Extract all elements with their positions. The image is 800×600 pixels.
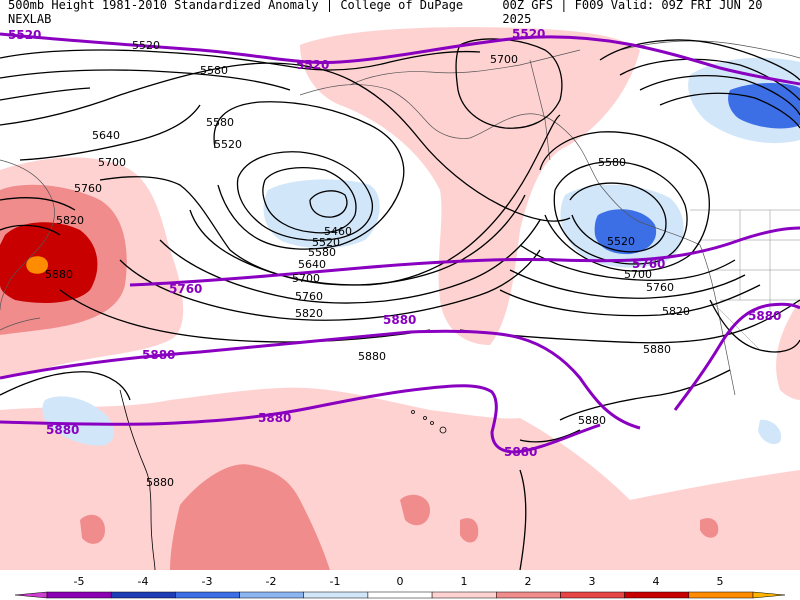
contour-label: 5880 [578, 414, 606, 427]
contour-label: 5880 [258, 411, 291, 425]
contour-label: 5580 [206, 116, 234, 129]
contour-label: 5520 [214, 138, 242, 151]
colorbar-swatch [46, 591, 112, 599]
key-contour-labels: 5520 5520 5520 5760 5760 5880 5880 5880 … [8, 27, 781, 459]
contour-label: 5700 [624, 268, 652, 281]
contour-label: 5460 [324, 225, 352, 238]
colorbar-tick-label: -1 [330, 575, 341, 588]
dateline-border [119, 389, 156, 570]
political-borders [690, 209, 800, 351]
contour-label: 5880 [504, 445, 537, 459]
colorbar-labels: -5 -4 -3 -2 -1 0 1 2 3 4 5 [74, 575, 724, 588]
contour-label: 5580 [308, 246, 336, 259]
colorbar-swatch [239, 591, 304, 599]
contour-label: 5700 [490, 53, 518, 66]
contour-label: 5760 [295, 290, 323, 303]
contour-label: 5520 [132, 39, 160, 52]
key-height-contours [0, 32, 800, 454]
contour-label: 5880 [383, 313, 416, 327]
contour-label: 5520 [607, 235, 635, 248]
colorbar-tick-label: 4 [653, 575, 660, 588]
contour-label: 5880 [142, 348, 175, 362]
contour-label: 5760 [646, 281, 674, 294]
contour-label: 5520 [8, 28, 41, 42]
colorbar-tick-label: 2 [525, 575, 532, 588]
contour-label: 5760 [74, 182, 102, 195]
colorbar-swatches [14, 591, 786, 599]
colorbar-swatch [110, 591, 176, 599]
colorbar-end-low [14, 591, 48, 599]
colorbar-swatch [367, 591, 433, 599]
colorbar-end-high [752, 591, 786, 599]
colorbar-swatch [624, 591, 690, 599]
anomaly-colorbar: -5 -4 -3 -2 -1 0 1 2 3 4 5 [14, 575, 786, 599]
contour-label: 5880 [643, 343, 671, 356]
contour-label: 5820 [56, 214, 84, 227]
black-contour-labels: 5520 5580 5640 5700 5760 5820 5880 5580 … [45, 39, 690, 489]
model-run-info: 00Z GFS | F009 Valid: 09Z FRI JUN 20 202… [502, 0, 763, 26]
colorbar-swatch [496, 591, 561, 599]
contour-label: 5880 [46, 423, 79, 437]
colorbar-tick-label: 3 [589, 575, 596, 588]
colorbar-swatch [688, 591, 754, 599]
colorbar-swatch [431, 591, 497, 599]
contour-label: 5580 [200, 64, 228, 77]
contour-label: 5520 [512, 27, 545, 41]
height-contours [0, 38, 800, 570]
contour-label: 5820 [295, 307, 323, 320]
contour-label: 5880 [146, 476, 174, 489]
colorbar-tick-label: 5 [717, 575, 724, 588]
colorbar-tick-label: 0 [397, 575, 404, 588]
contour-label: 5520 [312, 236, 340, 249]
colorbar-tick-label: 1 [461, 575, 468, 588]
hawaii-islands [411, 410, 447, 434]
contour-label: 5700 [292, 272, 320, 285]
contour-label: 5880 [748, 309, 781, 323]
coastlines [0, 40, 800, 396]
map-title: 500mb Height 1981-2010 Standardized Anom… [8, 0, 464, 26]
contour-label: 5520 [296, 58, 329, 72]
colorbar-tick-label: -3 [202, 575, 213, 588]
contour-label: 5760 [632, 257, 665, 271]
positive-anomaly-extreme [26, 256, 48, 274]
colorbar-swatch [175, 591, 240, 599]
negative-anomaly-strong [594, 83, 800, 255]
contour-label: 5760 [169, 282, 202, 296]
positive-anomaly-strong [0, 222, 98, 303]
colorbar-tick-label: -2 [266, 575, 277, 588]
contour-label: 5880 [358, 350, 386, 363]
colorbar-tick-label: -5 [74, 575, 85, 588]
colorbar-swatch [303, 591, 369, 599]
contour-label: 5820 [662, 305, 690, 318]
contour-label: 5580 [598, 156, 626, 169]
contour-label: 5700 [98, 156, 126, 169]
colorbar-swatch [560, 591, 625, 599]
contour-label: 5640 [92, 129, 120, 142]
map-header: 500mb Height 1981-2010 Standardized Anom… [0, 0, 800, 26]
contour-label: 5880 [45, 268, 73, 281]
colorbar-tick-label: -4 [138, 575, 149, 588]
height-anomaly-map: 5520 5580 5640 5700 5760 5820 5880 5580 … [0, 27, 800, 570]
contour-label: 5640 [298, 258, 326, 271]
